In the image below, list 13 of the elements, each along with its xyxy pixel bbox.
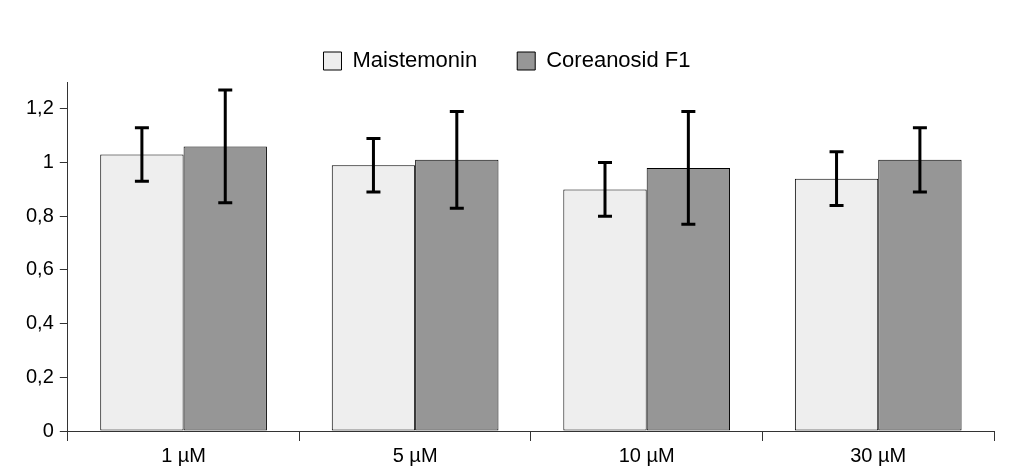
y-tick-label: 0,2 (25, 364, 54, 387)
y-tick-label: 0 (42, 418, 54, 441)
legend-label: Coreanosid F1 (546, 47, 691, 73)
x-tick-label: 10 µM (618, 443, 675, 466)
x-tick-label: 5 µM (392, 443, 438, 466)
y-tick-label: 1 (42, 150, 54, 173)
y-tick-label: 1,2 (25, 96, 54, 119)
legend-label: Maistemonin (352, 47, 478, 73)
y-tick-label: 0,6 (25, 257, 54, 280)
x-tick-label: 1 µM (161, 443, 207, 466)
y-tick-label: 0,8 (25, 203, 54, 226)
y-tick-label: 0,4 (25, 311, 54, 334)
x-tick-label: 30 µM (850, 443, 907, 466)
